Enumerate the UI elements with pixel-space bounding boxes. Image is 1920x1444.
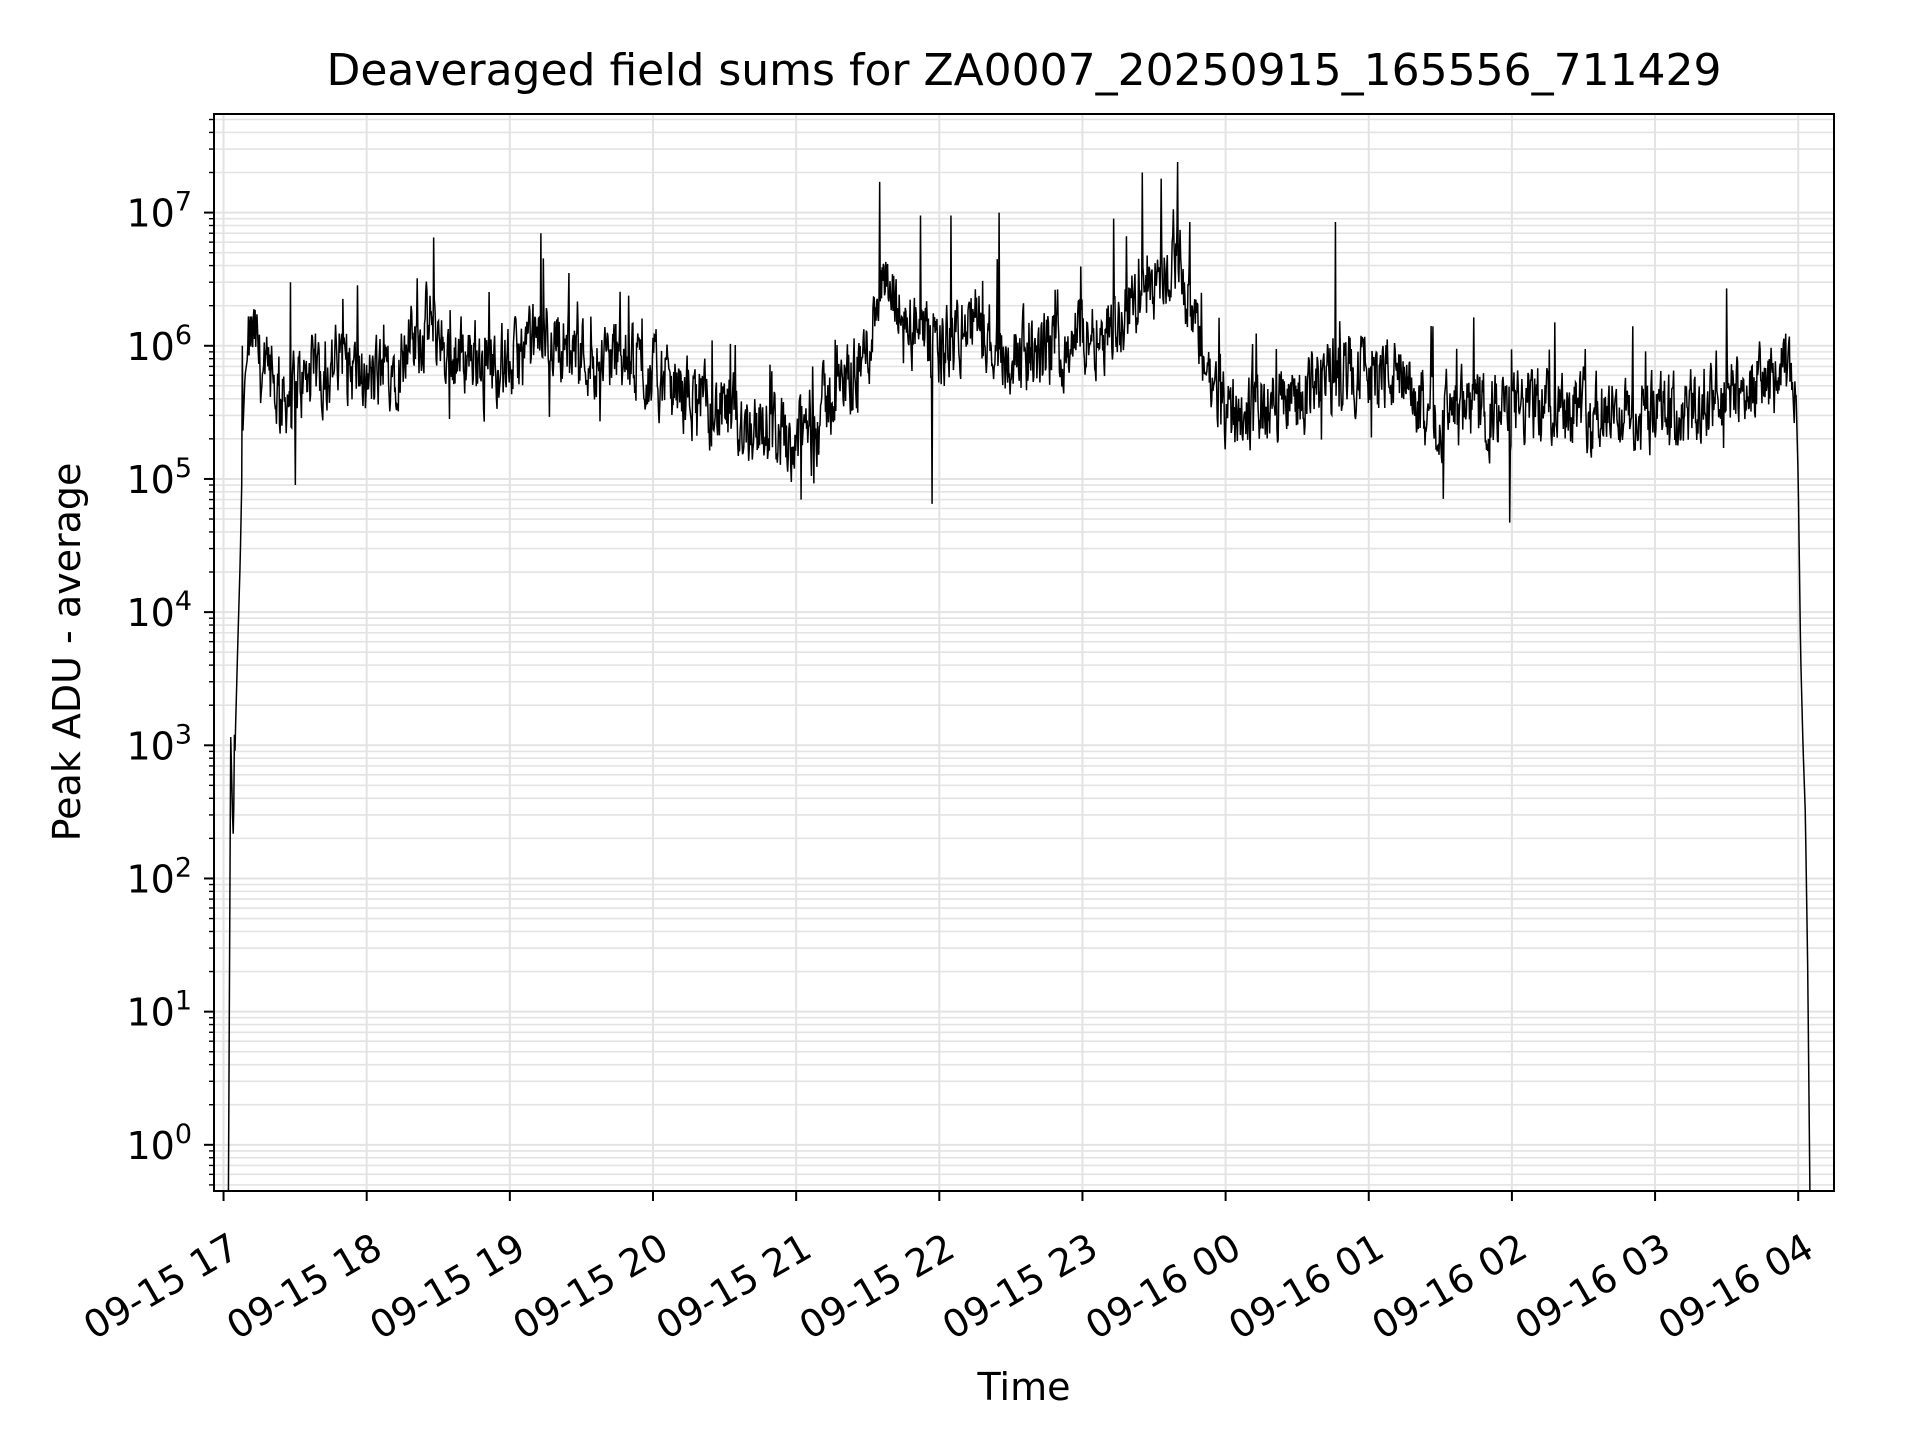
series-line bbox=[227, 161, 1811, 1191]
y-tick-label: 106 bbox=[126, 320, 192, 369]
y-tick-label: 103 bbox=[126, 719, 192, 768]
data-series bbox=[227, 161, 1811, 1191]
grid-lines bbox=[214, 114, 1834, 1191]
x-axis-label: Time bbox=[977, 1365, 1071, 1409]
y-tick-label: 107 bbox=[126, 187, 192, 236]
y-tick-label: 104 bbox=[126, 586, 192, 635]
y-axis-ticks: 100 101 102 103 104 105 106 107 bbox=[126, 118, 214, 1186]
chart-title: Deaveraged field sums for ZA0007_2025091… bbox=[326, 45, 1721, 96]
y-tick-label: 105 bbox=[126, 453, 192, 502]
y-tick-label: 102 bbox=[126, 852, 192, 901]
y-tick-label: 100 bbox=[126, 1119, 192, 1168]
y-tick-label: 101 bbox=[126, 986, 192, 1035]
y-axis-label: Peak ADU - average bbox=[45, 463, 89, 842]
